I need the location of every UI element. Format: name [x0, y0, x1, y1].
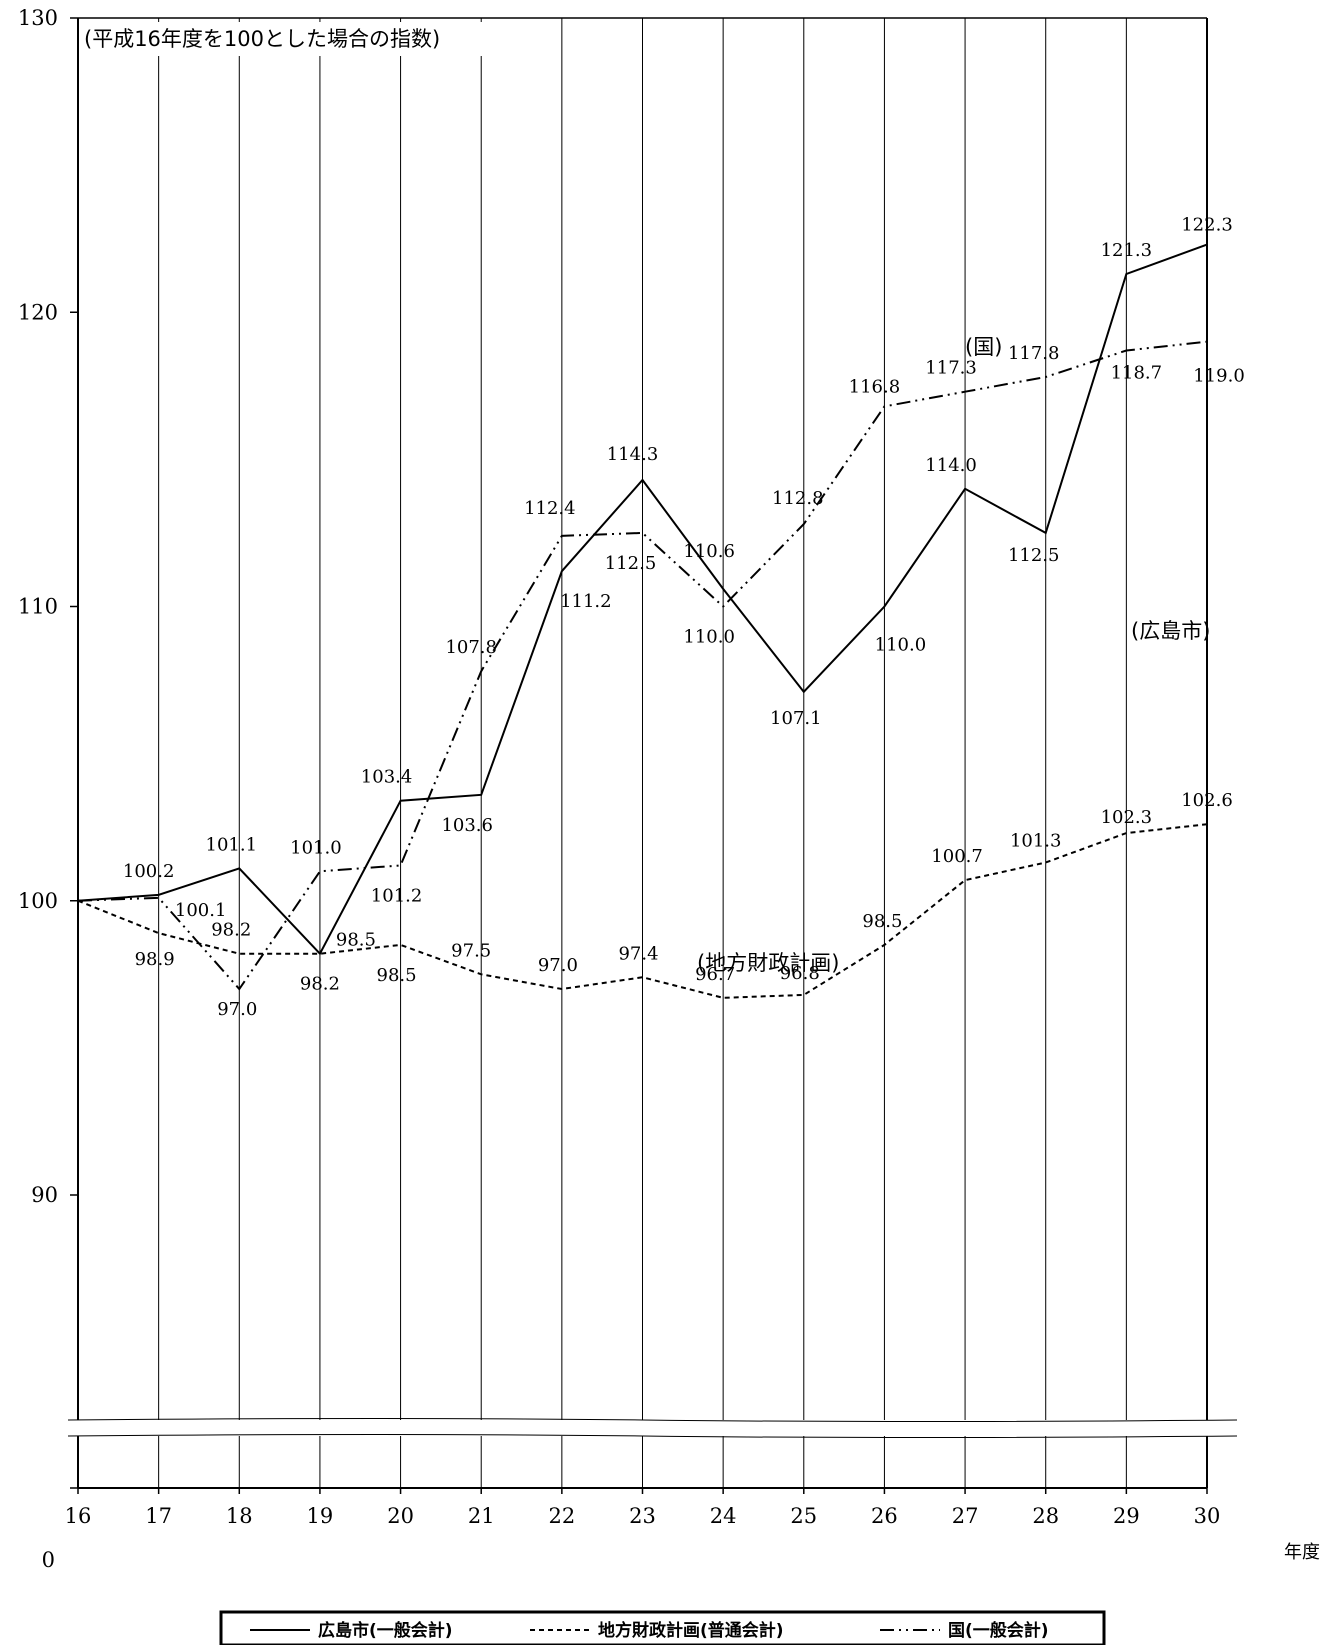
data-label-hiroshima: 110.0 [875, 635, 927, 656]
data-label-chihou: 98.5 [862, 911, 902, 932]
data-label-layer: 100.2 101.1 98.2 103.4 103.6 111.2 114.3 110.6 1… [123, 215, 1245, 1020]
legend-box [219, 1610, 1106, 1645]
legend-label-chihou: 地方財政計画(普通会計) [598, 1620, 784, 1641]
data-label-chihou: 101.3 [1010, 830, 1062, 851]
data-label-chihou: 97.4 [618, 943, 658, 964]
x-tick-label: 18 [226, 1504, 253, 1528]
data-label-kuni: 117.8 [1008, 343, 1060, 364]
series-line-hiroshima [77, 243, 1208, 956]
y-tick-label: 130 [18, 6, 58, 30]
annotation-chihou: (地方財政計画) [697, 951, 839, 975]
data-label-hiroshima: 107.1 [770, 708, 822, 729]
data-label-kuni: 101.2 [371, 885, 423, 906]
series-line-kuni [77, 340, 1208, 991]
data-label-chihou: 98.9 [135, 949, 175, 970]
grid-layer [158, 18, 1127, 1488]
axis-break-line [67, 1434, 1238, 1438]
data-label-kuni: 118.7 [1111, 363, 1163, 384]
x-tick-label: 16 [65, 1504, 92, 1528]
annotation-kuni: (国) [965, 335, 1002, 359]
series-layer [77, 243, 1208, 999]
data-label-kuni: 97.0 [217, 999, 257, 1020]
x-tick-label: 21 [468, 1504, 495, 1528]
x-tick-label: 28 [1032, 1504, 1059, 1528]
legend-label-hiroshima: 広島市(一般会計) [318, 1620, 453, 1641]
x-tick-label: 26 [871, 1504, 898, 1528]
y-tick-label: 100 [18, 889, 58, 913]
x-tick-label: 17 [145, 1504, 172, 1528]
legend-label-kuni: 国(一般会計) [948, 1620, 1049, 1641]
data-label-hiroshima: 122.3 [1181, 215, 1233, 236]
axis-layer: 130 120 110 100 90 16 17 18 19 20 21 22 23 24 25 26 27 28… [18, 6, 1238, 1528]
axis-break-gap [68, 1420, 1237, 1436]
data-label-kuni: 112.4 [524, 498, 576, 519]
data-label-kuni: 107.8 [445, 637, 497, 658]
x-tick-label: 29 [1113, 1504, 1140, 1528]
data-label-kuni: 119.0 [1193, 366, 1245, 387]
x-tick-label: 19 [307, 1504, 334, 1528]
data-label-chihou: 97.5 [451, 940, 491, 961]
axis-break-line [67, 1418, 1238, 1422]
y-tick-label: 110 [18, 595, 58, 619]
subtitle-bg [82, 22, 512, 56]
data-label-kuni: 110.0 [683, 627, 735, 648]
data-label-kuni: 100.1 [175, 900, 227, 921]
data-label-kuni: 112.8 [772, 488, 824, 509]
data-label-hiroshima: 98.2 [300, 974, 340, 995]
data-label-hiroshima: 112.5 [1008, 545, 1060, 566]
y-tick-zero: 0 [42, 1548, 55, 1572]
data-label-hiroshima: 100.2 [123, 861, 175, 882]
data-label-kuni: 112.5 [605, 553, 657, 574]
data-label-hiroshima: 121.3 [1101, 240, 1153, 261]
data-label-hiroshima: 114.0 [925, 455, 977, 476]
chart-subtitle: (平成16年度を100とした場合の指数) [84, 27, 440, 51]
data-label-chihou: 97.0 [538, 955, 578, 976]
x-tick-label: 23 [629, 1504, 656, 1528]
x-tick-label: 20 [387, 1504, 414, 1528]
data-label-chihou: 98.5 [336, 930, 376, 951]
data-label-hiroshima: 110.6 [683, 541, 735, 562]
x-axis-label: 年度 [1284, 1542, 1320, 1563]
data-label-chihou: 96.7 [695, 964, 735, 985]
x-tick-label: 24 [710, 1504, 737, 1528]
data-label-hiroshima: 111.2 [560, 591, 612, 612]
data-label-chihou: 98.5 [377, 965, 417, 986]
data-label-kuni: 116.8 [849, 376, 901, 397]
data-label-kuni: 117.3 [925, 358, 977, 379]
data-label-hiroshima: 103.6 [441, 815, 493, 836]
x-tick-label: 27 [952, 1504, 979, 1528]
annotation-hiroshima: (広島市) [1131, 619, 1210, 643]
data-label-chihou: 102.3 [1101, 807, 1153, 828]
x-tick-label: 22 [548, 1504, 575, 1528]
data-label-hiroshima: 114.3 [607, 444, 659, 465]
data-label-chihou: 102.6 [1181, 790, 1233, 811]
data-label-hiroshima: 101.1 [206, 834, 258, 855]
data-label-chihou: 100.7 [931, 846, 983, 867]
y-tick-label: 120 [18, 300, 58, 324]
data-label-chihou: 96.8 [780, 963, 820, 984]
y-tick-label: 90 [31, 1183, 58, 1207]
x-tick-label: 25 [790, 1504, 817, 1528]
data-label-hiroshima: 103.4 [361, 767, 413, 788]
x-tick-label: 30 [1194, 1504, 1221, 1528]
data-label-chihou: 98.2 [211, 920, 251, 941]
legend: 広島市(一般会計) 地方財政計画(普通会計) 国(一般会計) [219, 1610, 1106, 1645]
data-label-kuni: 101.0 [290, 837, 342, 858]
